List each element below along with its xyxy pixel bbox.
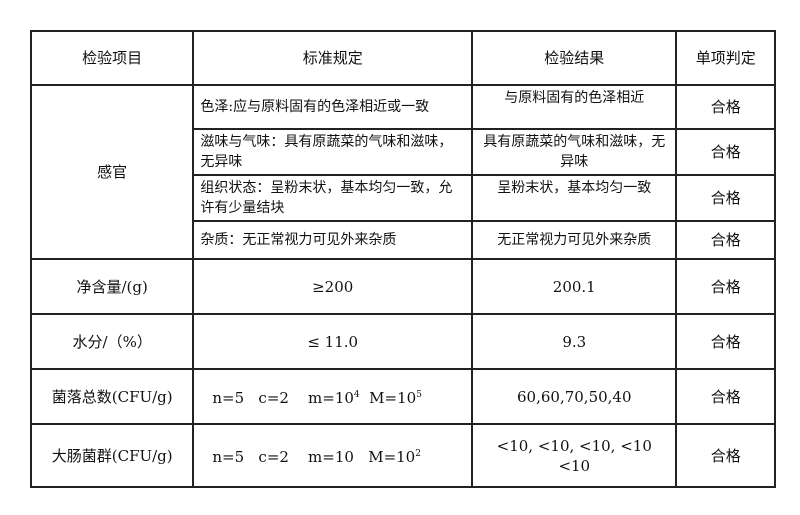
colony-verdict: 合格 [675,368,776,425]
table-row: 水分/（%） ≤ 11.0 9.3 合格 [29,313,776,370]
coliform-item: 大肠菌群(CFU/g) [29,423,195,488]
standard-cell: 组织状态：呈粉末状，基本均匀一致，允许有少量结块 [192,174,474,222]
verdict-cell: 合格 [675,128,776,176]
result-cell: 呈粉末状，基本均匀一致 [471,174,678,222]
standard-cell: 色泽:应与原料固有的色泽相近或一致 [192,84,474,130]
table-row: 大肠菌群(CFU/g) n=5 c=2 m=10 M=102 <10, <10,… [29,423,776,488]
net-item: 净含量/(g) [29,258,195,315]
colony-result: 60,60,70,50,40 [471,368,678,425]
moisture-standard: ≤ 11.0 [192,313,474,370]
header-standard: 标准规定 [192,30,474,86]
standard-cell: 滋味与气味：具有原蔬菜的气味和滋味，无异味 [192,128,474,176]
header-result: 检验结果 [471,30,678,86]
colony-standard: n=5 c=2 m=104 M=105 [192,368,474,425]
header-row: 检验项目 标准规定 检验结果 单项判定 [29,30,776,86]
table-row: 滋味与气味：具有原蔬菜的气味和滋味，无异味 具有原蔬菜的气味和滋味，无异味 合格 [31,128,776,176]
standard-cell: 杂质：无正常视力可见外来杂质 [192,220,474,260]
colony-exp2: 5 [416,390,422,400]
coliform-verdict: 合格 [675,423,776,488]
moisture-verdict: 合格 [675,313,776,370]
table-row: 净含量/(g) ≥200 200.1 合格 [29,258,776,315]
moisture-item: 水分/（%） [29,313,195,370]
verdict-cell: 合格 [675,84,776,130]
verdict-cell: 合格 [675,220,776,260]
inspection-table: 检验项目 标准规定 检验结果 单项判定 感官 色泽:应与原料固有的色泽相近或一致… [29,30,776,488]
table-row: 杂质：无正常视力可见外来杂质 无正常视力可见外来杂质 合格 [31,220,776,260]
coliform-result: <10, <10, <10, <10 <10 [471,423,678,488]
coliform-exp: 2 [415,449,421,459]
colony-std-b: M=10 [359,389,417,407]
sensory-item: 感官 [29,84,195,260]
net-verdict: 合格 [675,258,776,315]
net-result: 200.1 [471,258,678,315]
colony-std-a: n=5 c=2 m=10 [212,389,354,407]
header-verdict: 单项判定 [675,30,776,86]
verdict-cell: 合格 [675,174,776,222]
colony-exp1: 4 [353,390,360,400]
colony-item: 菌落总数(CFU/g) [29,368,195,425]
table-row: 感官 色泽:应与原料固有的色泽相近或一致 与原料固有的色泽相近 合格 [29,84,776,260]
coliform-standard: n=5 c=2 m=10 M=102 [192,423,474,488]
net-standard: ≥200 [192,258,474,315]
table-row: 组织状态：呈粉末状，基本均匀一致，允许有少量结块 呈粉末状，基本均匀一致 合格 [31,174,776,222]
moisture-result: 9.3 [471,313,678,370]
coliform-std-a: n=5 c=2 m=10 M=10 [212,448,416,466]
table-row: 菌落总数(CFU/g) n=5 c=2 m=104 M=105 60,60,70… [29,368,776,425]
header-item: 检验项目 [29,30,195,86]
result-cell: 与原料固有的色泽相近 [471,84,678,130]
result-cell: 具有原蔬菜的气味和滋味，无异味 [471,128,678,176]
result-cell: 无正常视力可见外来杂质 [471,220,678,260]
